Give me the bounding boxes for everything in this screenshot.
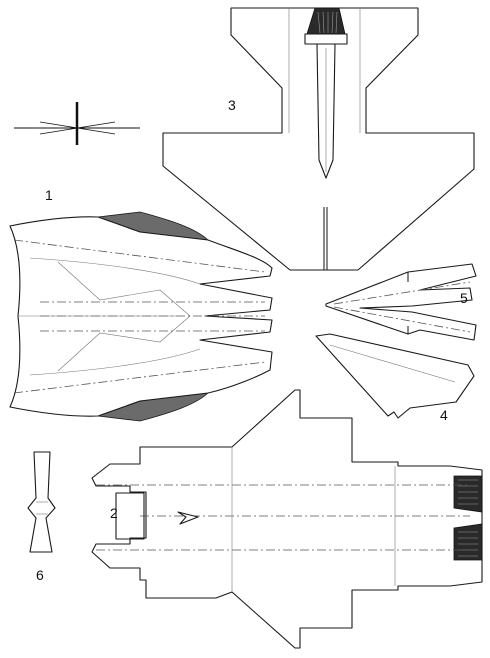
- part-3-wing: [162, 7, 475, 271]
- label-part-4: 4: [440, 407, 448, 423]
- part-6-tab: [27, 451, 56, 553]
- label-part-2: 2: [110, 505, 118, 521]
- nozzle-grain-top: [317, 11, 338, 34]
- label-part-5: 5: [460, 290, 468, 306]
- axis-cross-icon: [14, 102, 140, 145]
- nozzle-grain-lower: [458, 479, 478, 557]
- part-4-fin: [315, 333, 475, 419]
- part-1-fuselage: [9, 211, 273, 422]
- label-part-3: 3: [228, 97, 236, 113]
- label-part-1: 1: [45, 187, 53, 203]
- part-2-main-wing: [91, 389, 483, 649]
- part-5-intake: [325, 263, 477, 341]
- label-part-6: 6: [36, 567, 44, 583]
